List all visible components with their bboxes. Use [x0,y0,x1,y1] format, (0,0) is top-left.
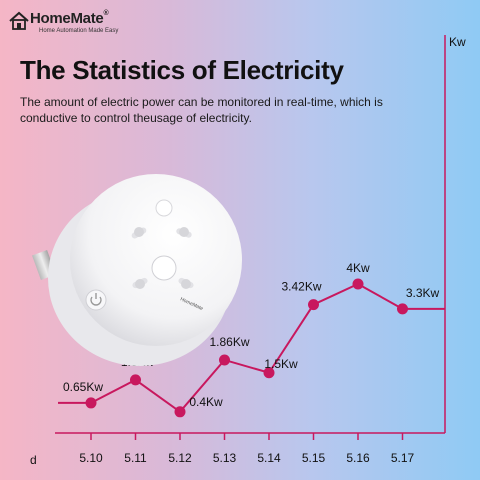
x-tick-label: 5.15 [302,451,326,465]
data-label: 4Kw [346,261,370,275]
data-label: 0.65Kw [63,380,103,394]
x-tick-label: 5.11 [124,451,147,465]
x-tick-label: 5.10 [79,451,103,465]
data-label: 3.42Kw [281,280,321,294]
data-label: 1.5Kw [264,357,298,371]
series-line [58,282,445,414]
data-label: 0.4Kw [189,395,223,409]
data-point [174,406,186,418]
x-tick-label: 5.13 [213,451,237,465]
data-point [397,303,408,315]
x-tick-label: 5.14 [257,451,281,465]
x-tick-label: 5.12 [168,451,192,465]
data-point [308,299,319,311]
data-point [130,374,141,386]
power-button-icon [85,289,107,311]
smart-plug-image: HomeMate [32,174,242,366]
data-point [263,367,275,379]
brand-registered-mark: ® [103,10,109,17]
y-axis-label: Kw [449,35,466,49]
brand-tagline: Home Automation Made Easy [39,28,119,34]
data-point [352,278,364,290]
brand-name: HomeMate [30,10,104,27]
x-axis-label: d [30,453,37,467]
data-point [85,397,97,409]
x-tick-label: 5.17 [391,451,415,465]
data-point [219,354,230,366]
data-label: 1.86Kw [209,335,249,349]
chart-axes: Kw d [30,35,466,467]
description: The amount of electric power can be moni… [20,95,383,125]
house-icon [9,11,29,30]
data-label: 3.3Kw [406,286,440,300]
brand-logo: HomeMate® Home Automation Made Easy [8,10,148,42]
headline: The Statistics of Electricity [20,55,344,85]
x-tick-label: 5.16 [346,451,370,465]
